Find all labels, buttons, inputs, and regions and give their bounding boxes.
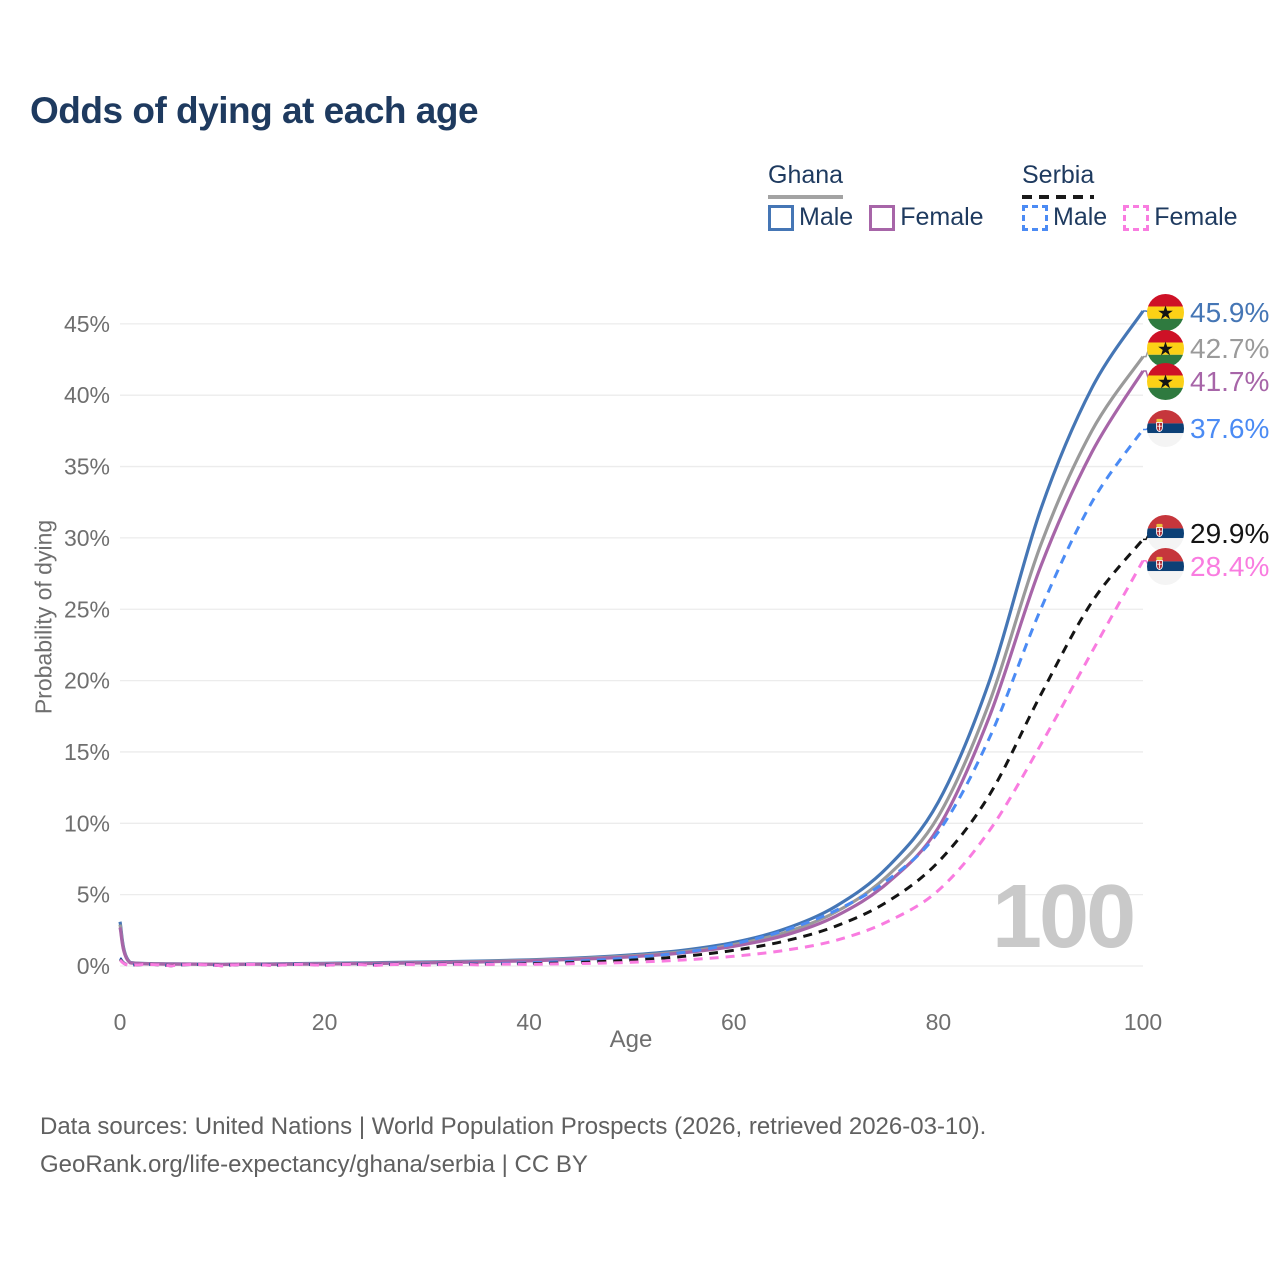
y-tick-35%: 35% xyxy=(64,454,110,480)
end-label-serbia-female: 28.4% xyxy=(1147,547,1270,585)
end-value: 45.9% xyxy=(1190,296,1270,328)
serbia-male-label: Male xyxy=(1053,203,1108,231)
series-line-serbia-female xyxy=(119,559,1145,968)
x-tick-20: 20 xyxy=(312,1009,338,1035)
y-tick-10%: 10% xyxy=(64,810,110,836)
end-value: 42.7% xyxy=(1190,332,1270,364)
serbia-line-style-swatch xyxy=(1022,195,1095,199)
legend-row-ghana: Male Female xyxy=(768,203,1000,232)
x-tick-80: 80 xyxy=(926,1009,952,1035)
y-tick-20%: 20% xyxy=(64,668,110,694)
x-tick-40: 40 xyxy=(516,1009,542,1035)
series-line-ghana-female xyxy=(118,370,1145,967)
ghana-female-swatch xyxy=(869,204,896,231)
end-value: 28.4% xyxy=(1190,550,1270,582)
legend-row-serbia: Male Female xyxy=(1022,203,1254,232)
legend-country-serbia: Serbia xyxy=(1022,161,1095,199)
ghana-line-style-swatch xyxy=(768,195,844,199)
y-tick-0%: 0% xyxy=(77,953,110,979)
serbia-female-label: Female xyxy=(1154,203,1238,231)
serbia-female-swatch xyxy=(1123,204,1150,231)
footer-data-sources: Data sources: United Nations | World Pop… xyxy=(40,1113,987,1140)
y-tick-15%: 15% xyxy=(64,739,110,765)
ghana-male-label: Male xyxy=(799,203,854,231)
legend-country-ghana: Ghana xyxy=(768,161,844,199)
ghana-flag-icon xyxy=(1147,362,1184,400)
ghana-male-swatch xyxy=(768,204,794,231)
ghana-flag-icon xyxy=(1147,329,1184,367)
y-tick-25%: 25% xyxy=(64,596,110,622)
serbia-flag-icon xyxy=(1147,514,1184,552)
legend-item-ghana-male[interactable]: Male xyxy=(768,203,853,232)
end-label-ghana-both-sexes-: 42.7% xyxy=(1147,329,1270,367)
legend-item-serbia-male[interactable]: Male xyxy=(1022,203,1107,232)
end-label-ghana-female: 41.7% xyxy=(1147,362,1270,400)
legend-country-serbia-label: Serbia xyxy=(1022,161,1095,189)
end-label-serbia-male: 37.6% xyxy=(1147,409,1270,447)
page-title: Odds of dying at each age xyxy=(30,90,479,131)
end-label-ghana-male: 45.9% xyxy=(1147,293,1270,331)
serbia-flag-icon xyxy=(1147,409,1184,447)
footer: Data sources: United Nations | World Pop… xyxy=(40,1108,986,1185)
end-value: 37.6% xyxy=(1190,412,1270,444)
series-line-serbia-both-sexes- xyxy=(119,538,1145,968)
footer-attribution: GeoRank.org/life-expectancy/ghana/serbia… xyxy=(40,1151,588,1179)
end-label-serbia-both-sexes-: 29.9% xyxy=(1147,514,1270,552)
x-tick-60: 60 xyxy=(721,1009,747,1035)
x-tick-100: 100 xyxy=(1124,1009,1162,1035)
ghana-female-label: Female xyxy=(900,203,984,231)
series-line-ghana-male xyxy=(118,310,1145,966)
y-tick-30%: 30% xyxy=(64,525,110,551)
ghana-flag-icon xyxy=(1147,293,1184,331)
y-axis-title: Probability of dying xyxy=(30,519,57,715)
x-tick-0: 0 xyxy=(114,1009,127,1035)
legend-group-ghana: Ghana Male Female xyxy=(768,161,984,231)
y-tick-45%: 45% xyxy=(64,311,110,337)
legend-item-serbia-female[interactable]: Female xyxy=(1123,203,1238,232)
legend-country-ghana-label: Ghana xyxy=(768,161,844,189)
series-line-ghana-both-sexes- xyxy=(118,355,1145,967)
y-tick-5%: 5% xyxy=(77,882,110,908)
serbia-flag-icon xyxy=(1147,547,1184,585)
legend-group-serbia: Serbia Male Female xyxy=(1022,161,1238,231)
watermark-age-100: 100 xyxy=(992,867,1136,967)
serbia-male-swatch xyxy=(1022,204,1048,231)
end-value: 41.7% xyxy=(1190,365,1270,397)
x-axis-title: Age xyxy=(609,1026,653,1053)
legend-item-ghana-female[interactable]: Female xyxy=(869,203,984,232)
end-value: 29.9% xyxy=(1190,517,1270,549)
y-tick-40%: 40% xyxy=(64,382,110,408)
